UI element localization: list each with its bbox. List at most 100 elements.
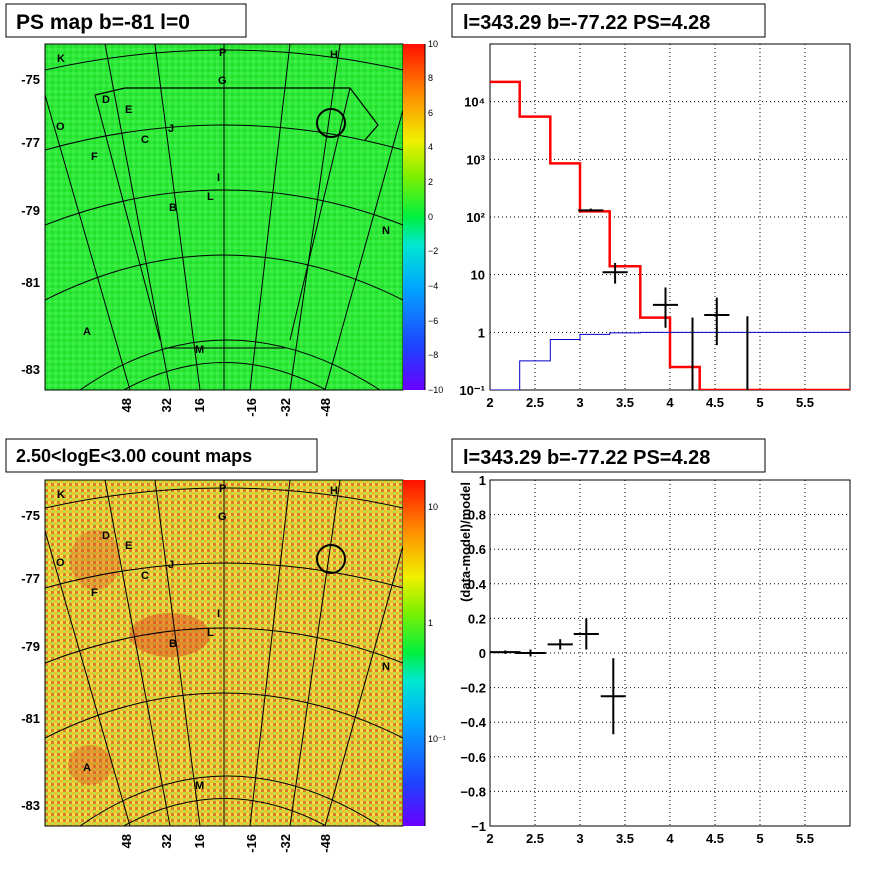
ps-map-x-axis-labels: 48 32 16 -16 -32 -48 bbox=[119, 398, 333, 417]
x-tick-label: 3 bbox=[576, 395, 583, 410]
colorbar-tick: −10 bbox=[428, 385, 443, 395]
data-point bbox=[578, 208, 604, 212]
source-label: P bbox=[219, 47, 226, 59]
spectrum-series bbox=[490, 80, 850, 390]
x-tick-label: -16 bbox=[244, 398, 259, 417]
y-tick-label: -83 bbox=[21, 362, 40, 377]
residual-point bbox=[547, 639, 573, 650]
y-tick-label: -83 bbox=[21, 798, 40, 813]
source-label: J bbox=[168, 123, 174, 135]
source-label: N bbox=[382, 225, 390, 237]
spectrum-panel: 2 2.5 3 3.5 4 4.5 5 5.5 10⁻¹ 1 10 10² 10³ 10⁴ l=343.2… bbox=[451, 3, 851, 410]
x-tick-label: 48 bbox=[119, 834, 134, 848]
residual-point bbox=[515, 649, 546, 657]
y-tick-label: 0.8 bbox=[468, 508, 486, 523]
y-tick-label: 1 bbox=[479, 473, 486, 488]
x-tick-label: -16 bbox=[244, 834, 259, 853]
model-step-line bbox=[490, 80, 850, 390]
source-label: A bbox=[83, 326, 91, 338]
x-tick-label: -32 bbox=[278, 398, 293, 417]
source-label: I bbox=[217, 608, 220, 620]
colorbar-tick: −4 bbox=[428, 281, 438, 291]
x-tick-label: 16 bbox=[192, 834, 207, 848]
source-label: O bbox=[56, 121, 65, 133]
count-map-title: 2.50<logE<3.00 count maps bbox=[16, 446, 252, 466]
source-label: O bbox=[56, 557, 65, 569]
source-label: D bbox=[102, 94, 110, 106]
data-point bbox=[652, 287, 679, 328]
colorbar-tick: −8 bbox=[428, 350, 438, 360]
colorbar-tick: 10 bbox=[428, 39, 438, 49]
source-label: C bbox=[141, 134, 149, 146]
colorbar-tick: 10 bbox=[428, 502, 438, 512]
source-label: J bbox=[168, 559, 174, 571]
residual-panel: 2 2.5 3 3.5 4 4.5 5 5.5 1 0.8 0.6 0.4 0.2 0 −0.2 −0.4 −0… bbox=[451, 438, 851, 846]
source-label: I bbox=[217, 172, 220, 184]
x-tick-label: 16 bbox=[192, 398, 207, 412]
colorbar-tick: 4 bbox=[428, 142, 433, 152]
x-tick-label: 3.5 bbox=[616, 831, 634, 846]
residual-y-axis-label: (data-model)/model bbox=[458, 482, 473, 602]
count-map-source-labels: K P H G D E O J C F I L B N A M bbox=[56, 483, 390, 792]
y-tick-label: -79 bbox=[21, 639, 40, 654]
x-tick-label: -48 bbox=[318, 834, 333, 853]
source-label: F bbox=[91, 151, 98, 163]
x-tick-label: 48 bbox=[119, 398, 134, 412]
source-label: M bbox=[195, 344, 204, 356]
y-tick-label: -81 bbox=[21, 711, 40, 726]
model-step-line bbox=[490, 331, 850, 390]
residual-title-box bbox=[451, 438, 766, 473]
y-tick-label: -81 bbox=[21, 275, 40, 290]
x-tick-label: 5 bbox=[756, 831, 763, 846]
y-tick-label: 0.6 bbox=[468, 542, 486, 557]
source-label: P bbox=[219, 483, 226, 495]
y-tick-label: −1 bbox=[471, 819, 486, 834]
x-tick-label: 32 bbox=[159, 834, 174, 848]
colorbar-tick: −6 bbox=[428, 316, 438, 326]
source-label: B bbox=[169, 638, 177, 650]
y-tick-label: -75 bbox=[21, 508, 40, 523]
source-label: H bbox=[330, 485, 338, 497]
x-tick-label: 2 bbox=[486, 831, 493, 846]
count-map-target-circle bbox=[316, 544, 346, 574]
y-tick-label: -77 bbox=[21, 135, 40, 150]
residual-axis-ticks: 2 2.5 3 3.5 4 4.5 5 5.5 1 0.8 0.6 0.4 0.2 0 −0.2 −0.4 −0… bbox=[460, 473, 814, 846]
y-tick-label: 10⁻¹ bbox=[459, 383, 485, 398]
ps-map-source-labels: K P H G D E O J C F I L B N A M bbox=[56, 47, 390, 356]
source-label: G bbox=[218, 511, 227, 523]
source-label: K bbox=[57, 53, 65, 65]
residual-point bbox=[573, 618, 599, 650]
source-label: C bbox=[141, 570, 149, 582]
source-label: L bbox=[207, 627, 214, 639]
colorbar-tick: −2 bbox=[428, 246, 438, 256]
y-tick-label: -75 bbox=[21, 72, 40, 87]
x-tick-label: 3 bbox=[576, 831, 583, 846]
colorbar-tick: 6 bbox=[428, 108, 433, 118]
count-map-grid bbox=[45, 480, 403, 826]
y-tick-label: −0.2 bbox=[460, 681, 486, 696]
colorbar-tick: 10⁻¹ bbox=[428, 734, 446, 744]
count-map-colorbar-ticks: 10 1 10⁻¹ bbox=[428, 502, 446, 744]
colorbar-tick: 2 bbox=[428, 177, 433, 187]
y-tick-label: 0 bbox=[479, 646, 486, 661]
residual-series bbox=[490, 618, 626, 735]
x-tick-label: 32 bbox=[159, 398, 174, 412]
hotspot bbox=[130, 613, 210, 657]
x-tick-label: 5.5 bbox=[796, 831, 814, 846]
y-tick-label: −0.8 bbox=[460, 784, 486, 799]
hotspot bbox=[68, 745, 112, 785]
count-map-y-axis-labels: -75 -77 -79 -81 -83 bbox=[21, 508, 40, 813]
colorbar-tick: 1 bbox=[428, 618, 433, 628]
source-label: E bbox=[125, 540, 132, 552]
x-tick-label: 4.5 bbox=[706, 395, 724, 410]
ps-map-grid bbox=[45, 44, 403, 390]
spectrum-title: l=343.29 b=-77.22 PS=4.28 bbox=[463, 12, 710, 34]
x-tick-label: 4 bbox=[666, 831, 674, 846]
source-label: G bbox=[218, 75, 227, 87]
source-label: A bbox=[83, 762, 91, 774]
colorbar-tick: 8 bbox=[428, 73, 433, 83]
x-tick-label: 2.5 bbox=[526, 831, 544, 846]
ps-map-title-box bbox=[5, 3, 247, 38]
ps-map-panel: K P H G D E O J C F I L B N A M -75 -77 … bbox=[5, 3, 443, 417]
